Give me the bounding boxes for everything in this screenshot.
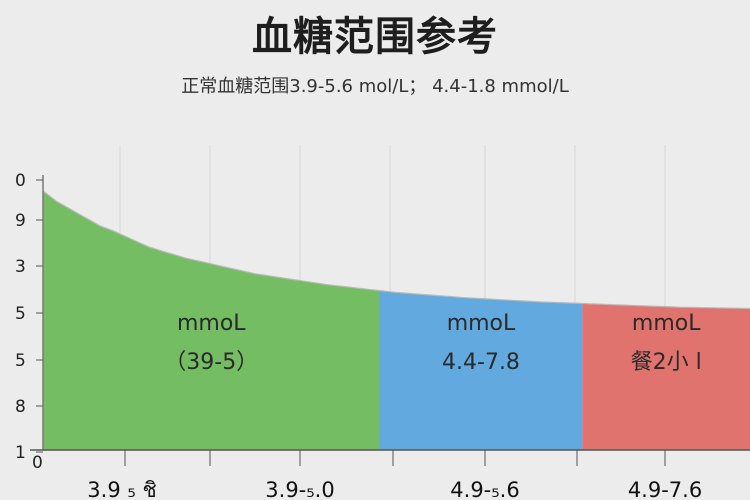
chart-title: 血糖范围参考: [252, 14, 498, 60]
zone-range-label: （39-5）: [164, 350, 258, 375]
x-tick-label: 3.9 ₅ ชิ: [87, 478, 156, 500]
zone-area-1: [43, 191, 380, 450]
y-tick-label: 9: [15, 211, 26, 231]
zone-unit-label: mmoL: [177, 311, 246, 336]
y-tick-label: 5: [15, 351, 26, 371]
y-tick-label: 0: [15, 171, 26, 191]
zone-area-3: [582, 303, 750, 450]
y-tick-label: 1: [15, 443, 26, 463]
x-tick-label: 4.9-7.6: [628, 478, 702, 500]
y-tick-label: 3: [15, 257, 26, 277]
zone-unit-label: mmoL: [632, 311, 701, 336]
zone-range-label: 餐2小 l: [631, 350, 702, 375]
glucose-curve: [42, 190, 750, 310]
y-tick-label: 5: [15, 304, 26, 324]
x-tick-label: 3.9-₅.0: [265, 478, 334, 500]
y-tick-label: 8: [15, 397, 26, 417]
zone-area-2: [379, 290, 583, 450]
x-origin-label: 0: [32, 453, 43, 473]
x-tick-label: 4.9-₅.6: [450, 478, 519, 500]
chart-subtitle: 正常血糖范围3.9-5.6 mol/L； 4.4-1.8 mmol/L: [181, 76, 569, 97]
zone-range-label: 4.4-7.8: [442, 350, 520, 375]
zone-unit-label: mmoL: [447, 311, 516, 336]
